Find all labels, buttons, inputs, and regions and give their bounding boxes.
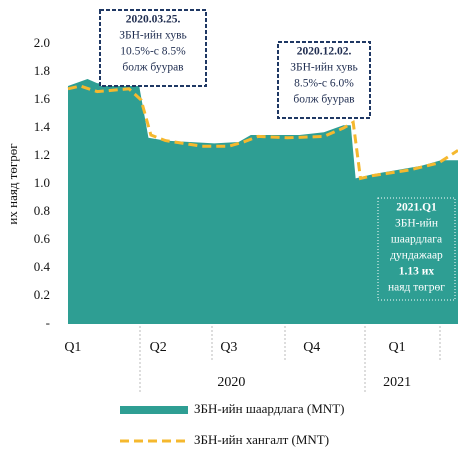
y-tick-label: 0.2	[34, 287, 50, 302]
y-tick-label: 0.4	[34, 259, 51, 274]
annotation-text: дундажаар	[390, 250, 443, 262]
annotation-text: шаардлага	[391, 234, 442, 246]
annotation-text: 2020.12.02.	[297, 46, 352, 58]
legend-label: ЗБН-ийн хангалт (MNT)	[194, 432, 329, 447]
annotation-text: ЗБН-ийн	[395, 218, 438, 230]
annotation-text: 10.5%-с 8.5%	[120, 46, 186, 58]
year-label: 2021	[383, 375, 411, 390]
y-tick-label: 1.2	[34, 147, 50, 162]
legend-swatch	[120, 406, 188, 414]
x-tick-label: Q3	[220, 340, 237, 355]
y-tick-label: 2.0	[34, 35, 50, 50]
annotation-text: 2021.Q1	[396, 202, 437, 214]
annotation-text: ЗБН-ийн хувь	[290, 62, 358, 74]
line	[67, 84, 458, 181]
y-axis-title: их наяд төгрөг	[5, 143, 20, 224]
x-tick-label: Q1	[389, 340, 406, 355]
area	[68, 79, 458, 324]
annotation-box	[277, 41, 371, 119]
annotation-text: 1.13 их	[399, 266, 435, 278]
x-tick-label: Q1	[64, 340, 81, 355]
annotation-text: болж буурав	[122, 62, 184, 74]
y-tick-label: 0.8	[34, 203, 50, 218]
year-label: 2020	[217, 375, 245, 390]
annotation-text: ЗБН-ийн хувь	[119, 30, 187, 42]
annotation-text: болж буурав	[293, 94, 355, 106]
annotation-text: 8.5%-с 6.0%	[294, 78, 354, 90]
y-tick-label: 1.8	[34, 63, 50, 78]
legend-label: ЗБН-ийн шаардлага (MNT)	[194, 401, 344, 416]
annotation-text: наяд төгрөг	[388, 282, 445, 294]
y-tick-label: -	[46, 315, 50, 330]
y-tick-label: 0.6	[34, 231, 51, 246]
annotation-box	[99, 9, 207, 87]
x-tick-label: Q4	[303, 340, 320, 355]
annotation-box	[377, 197, 456, 301]
x-tick-label: Q2	[150, 340, 167, 355]
y-tick-label: 1.6	[34, 91, 51, 106]
quarter-separators	[139, 326, 441, 392]
annotation-text: 2020.03.25.	[126, 14, 181, 26]
y-tick-label: 1.0	[34, 175, 50, 190]
plot	[67, 79, 458, 324]
y-tick-label: 1.4	[34, 119, 51, 134]
